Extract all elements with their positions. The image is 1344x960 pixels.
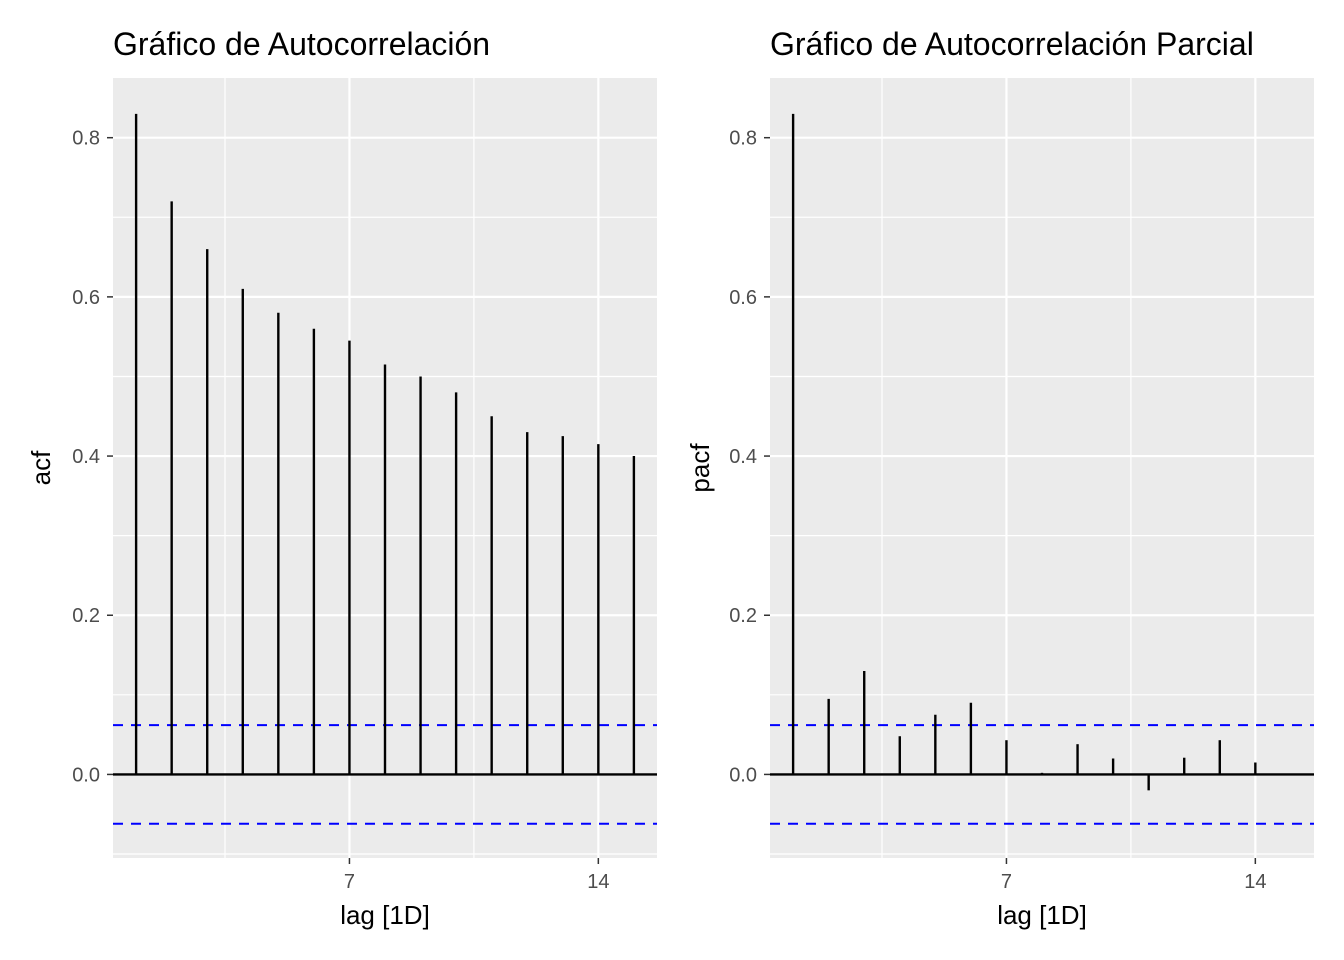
chart-title: Gráfico de Autocorrelación Parcial [770, 26, 1254, 62]
x-tick-label: 14 [1244, 871, 1266, 893]
plot-background [770, 78, 1314, 858]
x-tick-label: 7 [344, 871, 355, 893]
x-tick-label: 14 [587, 871, 609, 893]
y-tick-label: 0.0 [72, 764, 100, 786]
y-tick-label: 0.6 [729, 287, 757, 309]
y-tick-label: 0.6 [72, 287, 100, 309]
acf-panel: 0.0 0.2 0.4 0.6 0.8 7 14 Gráfico de Autocorrela… [26, 26, 657, 930]
chart-title: Gráfico de Autocorrelación [113, 26, 490, 62]
x-axis-title: lag [1D] [340, 900, 430, 930]
y-tick-label: 0.8 [729, 128, 757, 150]
x-tick-label: 7 [1001, 871, 1012, 893]
y-tick-label: 0.2 [72, 605, 100, 627]
y-tick-label: 0.0 [729, 764, 757, 786]
y-axis-title: pacf [685, 443, 715, 493]
y-tick-label: 0.2 [729, 605, 757, 627]
x-axis-title: lag [1D] [997, 900, 1087, 930]
y-tick-label: 0.4 [729, 446, 757, 468]
y-tick-label: 0.8 [72, 128, 100, 150]
pacf-panel: 0.0 0.2 0.4 0.6 0.8 7 14 Gráfico de Autocorrela… [685, 26, 1314, 930]
y-tick-label: 0.4 [72, 446, 100, 468]
y-axis-title: acf [26, 450, 56, 485]
